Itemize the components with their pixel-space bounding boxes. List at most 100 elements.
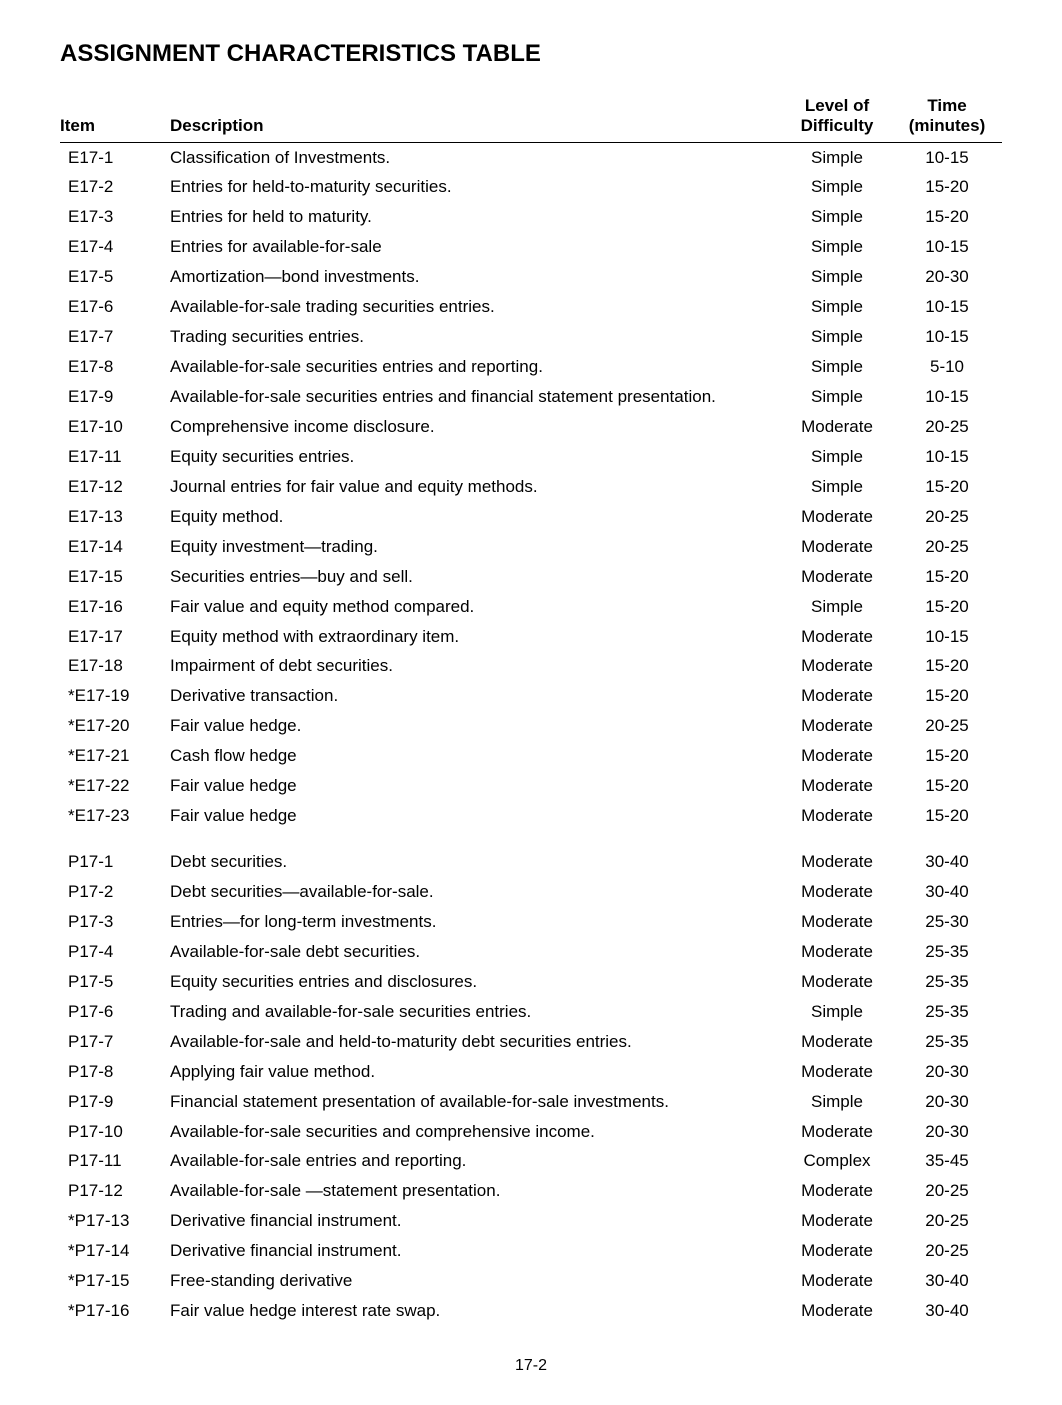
col-header-item: Item <box>60 96 170 143</box>
table-row: *E17-22Fair value hedgeModerate15-20 <box>60 772 1002 802</box>
cell-description: Comprehensive income disclosure. <box>170 412 782 442</box>
cell-difficulty: Simple <box>782 442 892 472</box>
cell-description: Entries for held-to-maturity securities. <box>170 173 782 203</box>
col-header-time: Time (minutes) <box>892 96 1002 143</box>
cell-time: 20-30 <box>892 1117 1002 1147</box>
cell-description: Fair value and equity method compared. <box>170 592 782 622</box>
cell-description: Available-for-sale securities entries an… <box>170 383 782 413</box>
cell-item: E17-6 <box>60 293 170 323</box>
cell-item: P17-10 <box>60 1117 170 1147</box>
cell-time: 20-25 <box>892 502 1002 532</box>
table-row: *P17-16Fair value hedge interest rate sw… <box>60 1297 1002 1327</box>
cell-description: Trading securities entries. <box>170 323 782 353</box>
table-row: P17-5Equity securities entries and discl… <box>60 967 1002 997</box>
cell-difficulty: Moderate <box>782 742 892 772</box>
table-row <box>60 832 1002 848</box>
cell-description: Available-for-sale entries and reporting… <box>170 1147 782 1177</box>
table-row: E17-3Entries for held to maturity.Simple… <box>60 203 1002 233</box>
cell-description: Impairment of debt securities. <box>170 652 782 682</box>
cell-difficulty: Moderate <box>782 1237 892 1267</box>
table-header-row: Item Description Level of Difficulty Tim… <box>60 96 1002 143</box>
table-row: E17-4Entries for available-for-saleSimpl… <box>60 233 1002 263</box>
cell-description: Journal entries for fair value and equit… <box>170 472 782 502</box>
cell-item: *E17-21 <box>60 742 170 772</box>
cell-difficulty: Simple <box>782 143 892 173</box>
cell-item: P17-2 <box>60 878 170 908</box>
cell-time: 20-30 <box>892 1087 1002 1117</box>
cell-item: E17-9 <box>60 383 170 413</box>
cell-item: E17-13 <box>60 502 170 532</box>
cell-item: P17-9 <box>60 1087 170 1117</box>
assignment-table: Item Description Level of Difficulty Tim… <box>60 96 1002 1327</box>
spacer-cell <box>60 832 1002 848</box>
table-row: E17-5Amortization—bond investments.Simpl… <box>60 263 1002 293</box>
cell-description: Available-for-sale securities entries an… <box>170 353 782 383</box>
cell-difficulty: Moderate <box>782 1117 892 1147</box>
table-row: E17-14Equity investment—trading.Moderate… <box>60 532 1002 562</box>
cell-item: E17-5 <box>60 263 170 293</box>
cell-item: P17-7 <box>60 1027 170 1057</box>
cell-item: P17-5 <box>60 967 170 997</box>
cell-item: E17-2 <box>60 173 170 203</box>
table-row: E17-12Journal entries for fair value and… <box>60 472 1002 502</box>
cell-difficulty: Moderate <box>782 848 892 878</box>
table-row: *P17-13Derivative financial instrument.M… <box>60 1207 1002 1237</box>
cell-difficulty: Simple <box>782 592 892 622</box>
cell-item: *E17-23 <box>60 802 170 832</box>
table-row: P17-11Available-for-sale entries and rep… <box>60 1147 1002 1177</box>
cell-time: 20-30 <box>892 263 1002 293</box>
cell-difficulty: Simple <box>782 293 892 323</box>
cell-time: 15-20 <box>892 203 1002 233</box>
cell-item: E17-7 <box>60 323 170 353</box>
cell-difficulty: Moderate <box>782 502 892 532</box>
cell-item: *E17-22 <box>60 772 170 802</box>
cell-item: *E17-20 <box>60 712 170 742</box>
cell-time: 15-20 <box>892 562 1002 592</box>
cell-difficulty: Moderate <box>782 1027 892 1057</box>
cell-time: 10-15 <box>892 233 1002 263</box>
cell-difficulty: Simple <box>782 997 892 1027</box>
cell-description: Equity investment—trading. <box>170 532 782 562</box>
cell-description: Equity securities entries. <box>170 442 782 472</box>
table-row: P17-8Applying fair value method.Moderate… <box>60 1057 1002 1087</box>
cell-description: Amortization—bond investments. <box>170 263 782 293</box>
cell-time: 20-25 <box>892 532 1002 562</box>
table-row: *E17-23Fair value hedgeModerate15-20 <box>60 802 1002 832</box>
table-row: E17-7Trading securities entries.Simple10… <box>60 323 1002 353</box>
table-row: E17-13Equity method.Moderate20-25 <box>60 502 1002 532</box>
cell-item: E17-15 <box>60 562 170 592</box>
cell-time: 10-15 <box>892 383 1002 413</box>
table-row: *P17-15Free-standing derivativeModerate3… <box>60 1267 1002 1297</box>
cell-item: E17-18 <box>60 652 170 682</box>
cell-item: P17-3 <box>60 907 170 937</box>
cell-item: E17-4 <box>60 233 170 263</box>
table-row: E17-16Fair value and equity method compa… <box>60 592 1002 622</box>
cell-item: E17-1 <box>60 143 170 173</box>
cell-time: 20-25 <box>892 712 1002 742</box>
cell-difficulty: Moderate <box>782 652 892 682</box>
cell-time: 35-45 <box>892 1147 1002 1177</box>
table-row: P17-12Available-for-sale —statement pres… <box>60 1177 1002 1207</box>
cell-item: *P17-14 <box>60 1237 170 1267</box>
cell-time: 30-40 <box>892 848 1002 878</box>
cell-difficulty: Moderate <box>782 682 892 712</box>
cell-difficulty: Moderate <box>782 622 892 652</box>
cell-item: P17-6 <box>60 997 170 1027</box>
cell-time: 30-40 <box>892 1267 1002 1297</box>
cell-difficulty: Moderate <box>782 1267 892 1297</box>
cell-time: 25-35 <box>892 937 1002 967</box>
cell-item: E17-3 <box>60 203 170 233</box>
cell-difficulty: Moderate <box>782 772 892 802</box>
page-title: ASSIGNMENT CHARACTERISTICS TABLE <box>60 40 1002 68</box>
table-row: P17-10Available-for-sale securities and … <box>60 1117 1002 1147</box>
table-row: P17-2Debt securities—available-for-sale.… <box>60 878 1002 908</box>
cell-item: P17-12 <box>60 1177 170 1207</box>
table-row: E17-10Comprehensive income disclosure.Mo… <box>60 412 1002 442</box>
table-row: E17-1Classification of Investments.Simpl… <box>60 143 1002 173</box>
table-row: P17-1Debt securities.Moderate30-40 <box>60 848 1002 878</box>
col-header-description: Description <box>170 96 782 143</box>
table-row: *E17-21Cash flow hedgeModerate15-20 <box>60 742 1002 772</box>
cell-description: Available-for-sale debt securities. <box>170 937 782 967</box>
cell-time: 15-20 <box>892 472 1002 502</box>
cell-time: 25-35 <box>892 997 1002 1027</box>
